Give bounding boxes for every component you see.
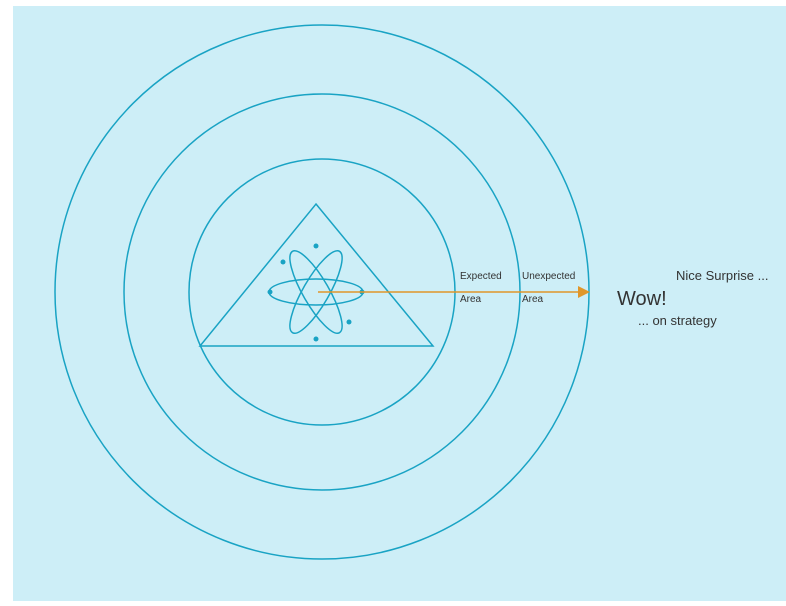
label: Expected xyxy=(460,271,502,282)
arrow-head xyxy=(578,286,590,298)
background xyxy=(13,6,786,601)
triangle xyxy=(198,202,435,347)
label: Unexpected xyxy=(522,271,575,282)
atom-orbit xyxy=(289,250,343,334)
electron xyxy=(280,259,286,265)
electron xyxy=(313,336,319,342)
label: Area xyxy=(460,294,482,305)
label: Nice Surprise ... xyxy=(676,268,768,283)
electron xyxy=(267,289,273,295)
electron xyxy=(346,319,352,325)
label: Area xyxy=(522,294,544,305)
electron xyxy=(313,243,319,249)
label: ... on strategy xyxy=(638,313,717,328)
atom-orbit xyxy=(289,250,343,334)
label: Wow! xyxy=(617,288,667,310)
